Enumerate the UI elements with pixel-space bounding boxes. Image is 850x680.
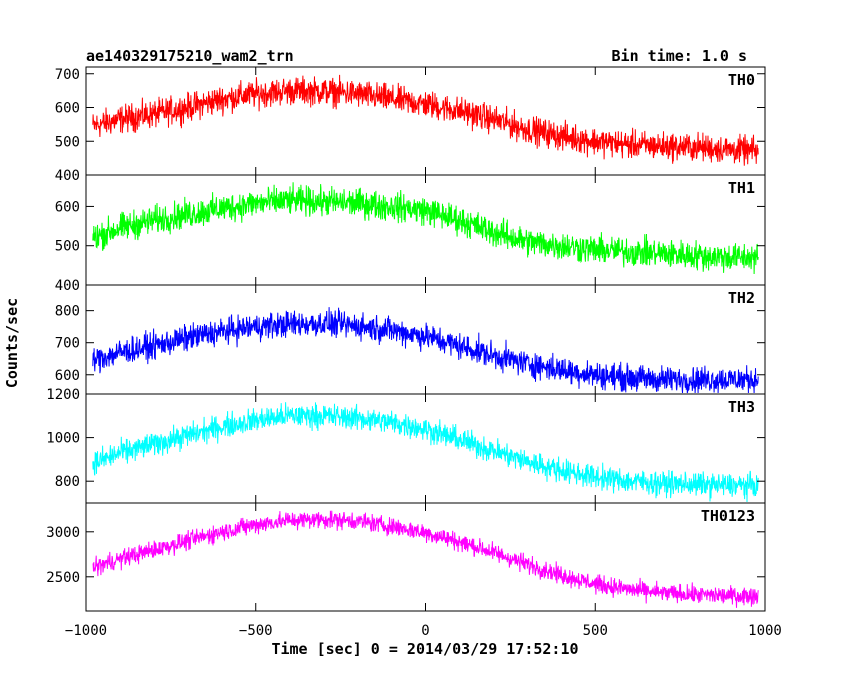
y-tick-label: 500 <box>55 239 80 255</box>
series-th0123-line <box>92 510 759 608</box>
y-tick-label: 600 <box>55 101 80 117</box>
y-tick-label: 1200 <box>46 387 80 403</box>
y-tick-label: 800 <box>55 474 80 490</box>
x-tick-label: 0 <box>421 623 429 639</box>
bin-time-label: Bin time: 1.0 s <box>612 47 747 65</box>
y-tick-label: 3000 <box>46 525 80 541</box>
y-tick-label: 600 <box>55 199 80 215</box>
y-tick-label: 400 <box>55 278 80 294</box>
panels-group: 400 500 600 700 TH0 400 500 600 TH1 600 700 800 TH2 8… <box>46 66 782 639</box>
y-axis-label: Counts/sec <box>3 298 21 388</box>
series-th2-line <box>92 307 759 394</box>
y-tick-label: 700 <box>55 67 80 83</box>
panel-frame-th0 <box>85 66 766 176</box>
x-tick-label: −500 <box>239 623 273 639</box>
x-tick-label: 1000 <box>748 623 782 639</box>
series-label-th2: TH2 <box>728 289 755 307</box>
series-label-th1: TH1 <box>728 179 755 197</box>
y-tick-label: 500 <box>55 134 80 150</box>
series-th0-line <box>92 74 759 166</box>
y-tick-label: 700 <box>55 336 80 352</box>
panel-frame-th3 <box>85 393 766 504</box>
series-label-th3: TH3 <box>728 398 755 416</box>
chart-title: ae140329175210_wam2_trn <box>86 47 294 65</box>
x-axis-label: Time [sec] 0 = 2014/03/29 17:52:10 <box>271 640 578 658</box>
y-tick-label: 400 <box>55 168 80 184</box>
series-th1-line <box>92 182 759 275</box>
x-tick-label: 500 <box>583 623 608 639</box>
x-tick-label: −1000 <box>65 623 107 639</box>
panel-frame-th1 <box>85 174 766 286</box>
series-label-th0123: TH0123 <box>701 507 755 525</box>
y-tick-label: 600 <box>55 368 80 384</box>
y-tick-label: 1000 <box>46 431 80 447</box>
series-label-th0: TH0 <box>728 71 755 89</box>
y-tick-label: 2500 <box>46 570 80 586</box>
series-th3-line <box>92 402 759 503</box>
y-tick-label: 800 <box>55 304 80 320</box>
